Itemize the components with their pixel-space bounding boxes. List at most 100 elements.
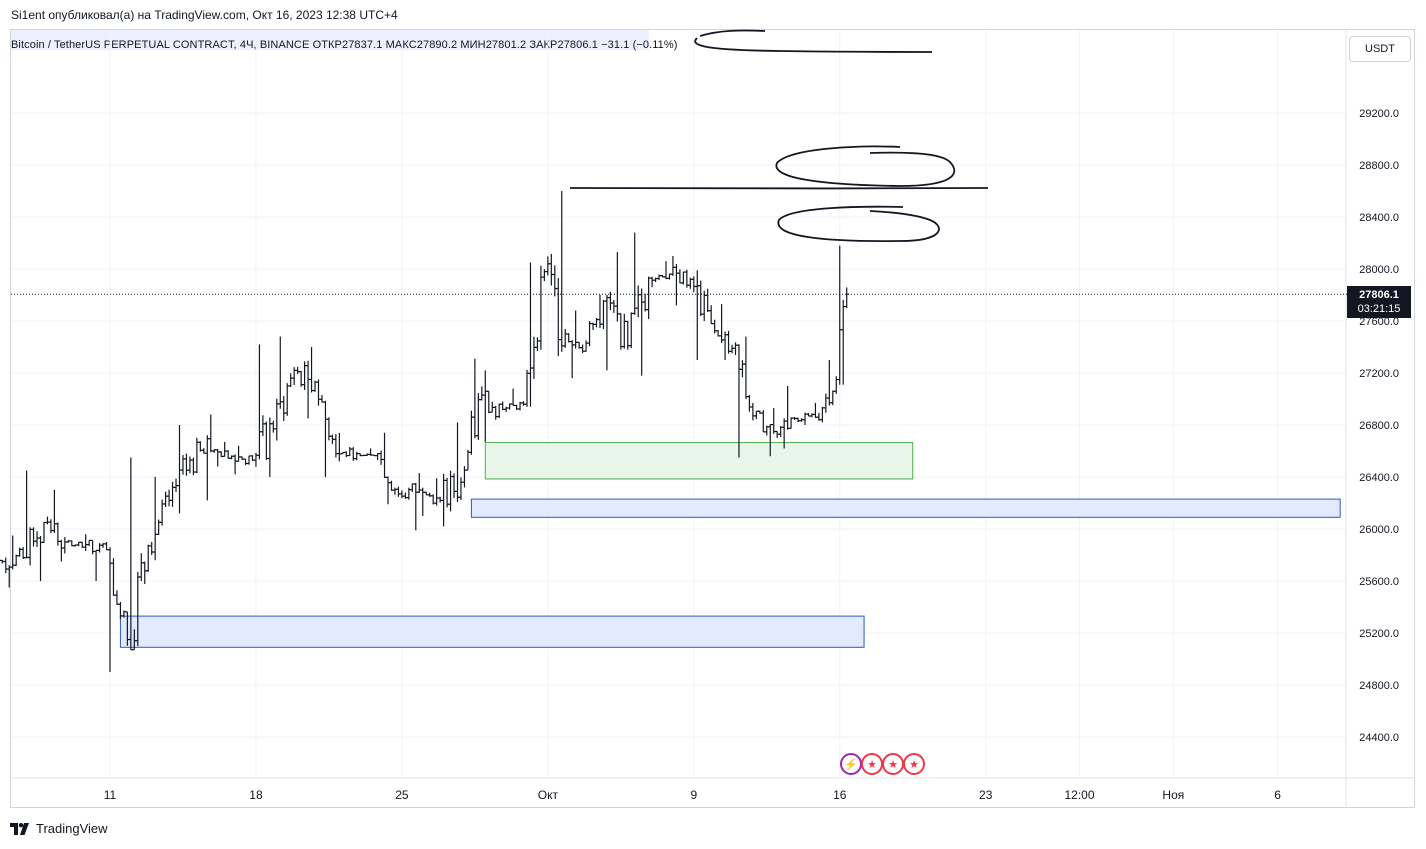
ohlc-bar bbox=[497, 403, 502, 419]
ohlc-bar bbox=[705, 288, 710, 313]
ohlc-bar bbox=[729, 344, 735, 354]
drawing-lower-oval bbox=[777, 205, 940, 243]
demand-zones bbox=[119, 442, 1341, 648]
ohlc-bar bbox=[41, 521, 47, 544]
ohlc-bar bbox=[34, 531, 40, 547]
ohlc-bar bbox=[545, 256, 551, 276]
ohlc-bar bbox=[264, 421, 269, 460]
time-tick-label: 6 bbox=[1274, 788, 1281, 802]
ohlc-bar bbox=[413, 482, 418, 531]
price-tick-label: 28800.0 bbox=[1359, 160, 1399, 172]
blue-demand-zone bbox=[119, 615, 865, 648]
ohlc-bar bbox=[208, 414, 213, 453]
ohlc-bar bbox=[399, 490, 405, 499]
ohlc-bar bbox=[750, 402, 756, 421]
price-tick-label: 24400.0 bbox=[1359, 732, 1399, 744]
lightning-icon[interactable]: ⚡ bbox=[840, 753, 862, 775]
us-flag-icon[interactable]: ★ bbox=[882, 753, 904, 775]
time-tick-label: 9 bbox=[690, 788, 697, 802]
ohlc-bar bbox=[385, 476, 391, 505]
ohlc-bar bbox=[483, 370, 488, 442]
ohlc-bar bbox=[166, 489, 172, 507]
ohlc-bar bbox=[552, 265, 557, 297]
ohlc-bar bbox=[615, 252, 620, 322]
ohlc-bar bbox=[622, 313, 627, 349]
ohlc-bar bbox=[232, 454, 238, 475]
ohlc-bars bbox=[0, 191, 849, 672]
open-value: 27837.1 bbox=[342, 39, 383, 51]
ohlc-bar bbox=[0, 559, 1, 562]
ohlc-bar bbox=[559, 191, 564, 352]
price-tick-label: 28000.0 bbox=[1359, 264, 1399, 276]
published-by-line: Si1ent опубликовал(а) на TradingView.com… bbox=[11, 8, 398, 22]
ohlc-bar bbox=[604, 295, 610, 371]
ohlc-bar bbox=[441, 473, 446, 527]
ohlc-bar bbox=[587, 321, 592, 347]
ohlc-bar bbox=[337, 432, 342, 462]
ohlc-bar bbox=[677, 269, 683, 284]
green-demand-zone bbox=[484, 442, 914, 480]
ohlc-bar bbox=[396, 486, 401, 497]
currency-button[interactable]: USDT bbox=[1349, 36, 1411, 62]
ohlc-bar bbox=[10, 535, 15, 570]
ohlc-bar bbox=[90, 539, 95, 555]
time-tick-label: 23 bbox=[979, 788, 993, 802]
price-tick-label: 26000.0 bbox=[1359, 524, 1399, 536]
ohlc-bar bbox=[285, 383, 290, 416]
time-axis: 11 18 25 Окт 9 16 23 12:00 Ноя 6 bbox=[104, 788, 1281, 802]
ohlc-bar bbox=[563, 329, 568, 348]
ohlc-bar bbox=[722, 331, 728, 360]
symbol-title[interactable]: Bitcoin / TetherUS PERPETUAL CONTRACT, 4… bbox=[11, 39, 310, 51]
ohlc-bar bbox=[590, 322, 596, 330]
time-tick-label: 18 bbox=[249, 788, 263, 802]
ohlc-bar bbox=[305, 360, 311, 419]
ohlc-bar bbox=[761, 410, 766, 433]
time-tick-label: 12:00 bbox=[1065, 788, 1095, 802]
ohlc-bar bbox=[319, 395, 325, 403]
ohlc-bar bbox=[170, 481, 175, 507]
ohlc-bar bbox=[177, 425, 182, 514]
ohlc-bar bbox=[382, 432, 387, 478]
low-label: МИН bbox=[460, 39, 486, 51]
drawing-top-arc bbox=[699, 29, 766, 37]
last-price-value: 27806.1 bbox=[1359, 289, 1399, 302]
price-tick-label: 25200.0 bbox=[1359, 628, 1399, 640]
us-flag-icon[interactable]: ★ bbox=[903, 753, 925, 775]
ohlc-bar bbox=[55, 522, 61, 546]
footer-brand[interactable]: TradingView bbox=[10, 821, 108, 836]
chart-frame[interactable] bbox=[10, 29, 1415, 808]
ohlc-bar bbox=[719, 304, 724, 344]
ohlc-bar bbox=[392, 487, 398, 495]
ohlc-bar bbox=[246, 455, 252, 465]
drawing-top-line bbox=[694, 37, 933, 53]
ohlc-bar bbox=[271, 420, 276, 433]
ohlc-bar bbox=[104, 542, 109, 551]
ohlc-bar bbox=[618, 313, 624, 350]
ohlc-bar bbox=[698, 280, 703, 317]
blue-demand-zone bbox=[470, 498, 1341, 518]
ohlc-bar bbox=[187, 456, 193, 474]
ohlc-bar bbox=[674, 263, 679, 306]
ohlc-bar bbox=[472, 358, 478, 439]
ohlc-bar bbox=[740, 360, 745, 378]
ohlc-bar bbox=[538, 265, 544, 350]
ohlc-bar bbox=[691, 276, 696, 293]
ohlc-bar bbox=[45, 516, 50, 525]
ohlc-bar bbox=[309, 347, 314, 393]
ohlc-bar bbox=[3, 557, 8, 574]
ohlc-bar bbox=[458, 477, 464, 501]
ohlc-bar bbox=[632, 232, 637, 315]
us-flag-icon[interactable]: ★ bbox=[861, 753, 883, 775]
ohlc-bar bbox=[597, 295, 603, 329]
ohlc-bar bbox=[344, 451, 349, 458]
ohlc-bar bbox=[281, 395, 286, 422]
ohlc-bar bbox=[86, 539, 92, 547]
ohlc-bar bbox=[236, 445, 241, 462]
price-tick-label: 26400.0 bbox=[1359, 472, 1399, 484]
ohlc-bar bbox=[754, 410, 759, 420]
ohlc-bar bbox=[510, 388, 516, 407]
ohlc-bar bbox=[257, 344, 262, 460]
symbol-legend: Bitcoin / TetherUS PERPETUAL CONTRACT, 4… bbox=[11, 39, 678, 51]
economic-events[interactable]: ⚡ ★ ★ ★ bbox=[840, 753, 925, 775]
